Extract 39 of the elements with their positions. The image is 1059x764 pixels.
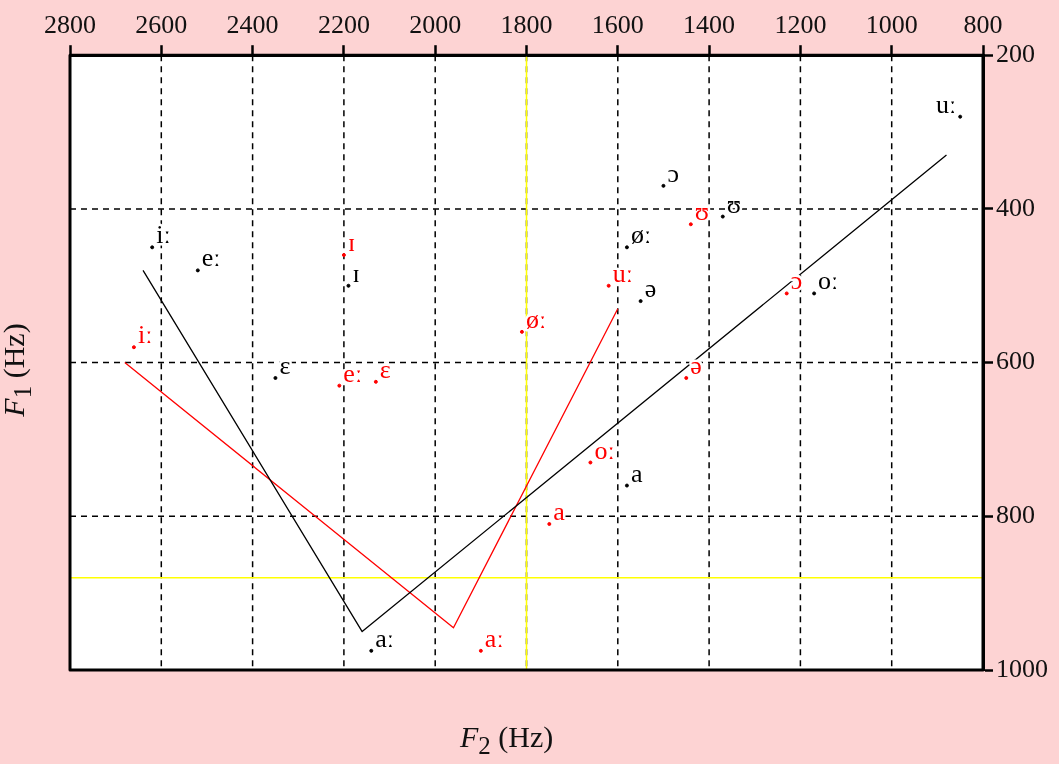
data-label: ɪ <box>347 228 356 258</box>
data-label: oː <box>594 435 615 465</box>
x-tick-label: 2400 <box>226 10 279 40</box>
x-tick-label: 1200 <box>774 10 827 40</box>
data-label: iː <box>137 320 153 350</box>
x-tick-label: 2600 <box>135 10 188 40</box>
data-label: ɛ <box>379 354 391 384</box>
data-label: uː <box>935 89 957 119</box>
x-tick-label: 800 <box>963 10 1003 40</box>
data-label: aː <box>484 623 504 653</box>
x-tick-label: 1600 <box>591 10 644 40</box>
data-label: ɔ <box>667 158 679 188</box>
x-axis-title: F$_{2}$ (Hz) <box>460 720 554 760</box>
data-label: ʊ <box>694 197 710 227</box>
data-label: a <box>630 458 643 488</box>
y-tick-label: 400 <box>996 192 1035 222</box>
data-label: ə <box>644 274 657 304</box>
y-tick-label: 200 <box>996 39 1035 69</box>
y-tick-label: 800 <box>996 500 1035 530</box>
data-label: eː <box>201 243 221 273</box>
x-tick-label: 2200 <box>317 10 370 40</box>
data-label: eː <box>343 358 363 388</box>
data-label: øː <box>525 304 547 334</box>
x-tick-label: 1000 <box>865 10 918 40</box>
y-tick-label: 1000 <box>996 653 1048 683</box>
data-label: oː <box>818 266 839 296</box>
data-label: iː <box>156 220 171 250</box>
y-tick-label: 600 <box>996 346 1035 376</box>
data-label: uː <box>612 258 633 288</box>
data-label: aː <box>375 623 395 653</box>
data-label: ɛ <box>279 350 291 380</box>
data-label: a <box>553 496 566 526</box>
data-label: ɪ <box>352 258 360 288</box>
x-tick-label: 1800 <box>500 10 553 40</box>
x-tick-label: 2800 <box>44 10 96 40</box>
data-label: ʊ <box>726 189 742 219</box>
x-tick-label: 1400 <box>683 10 736 40</box>
x-tick-label: 2000 <box>409 10 462 40</box>
data-label: øː <box>630 220 652 250</box>
